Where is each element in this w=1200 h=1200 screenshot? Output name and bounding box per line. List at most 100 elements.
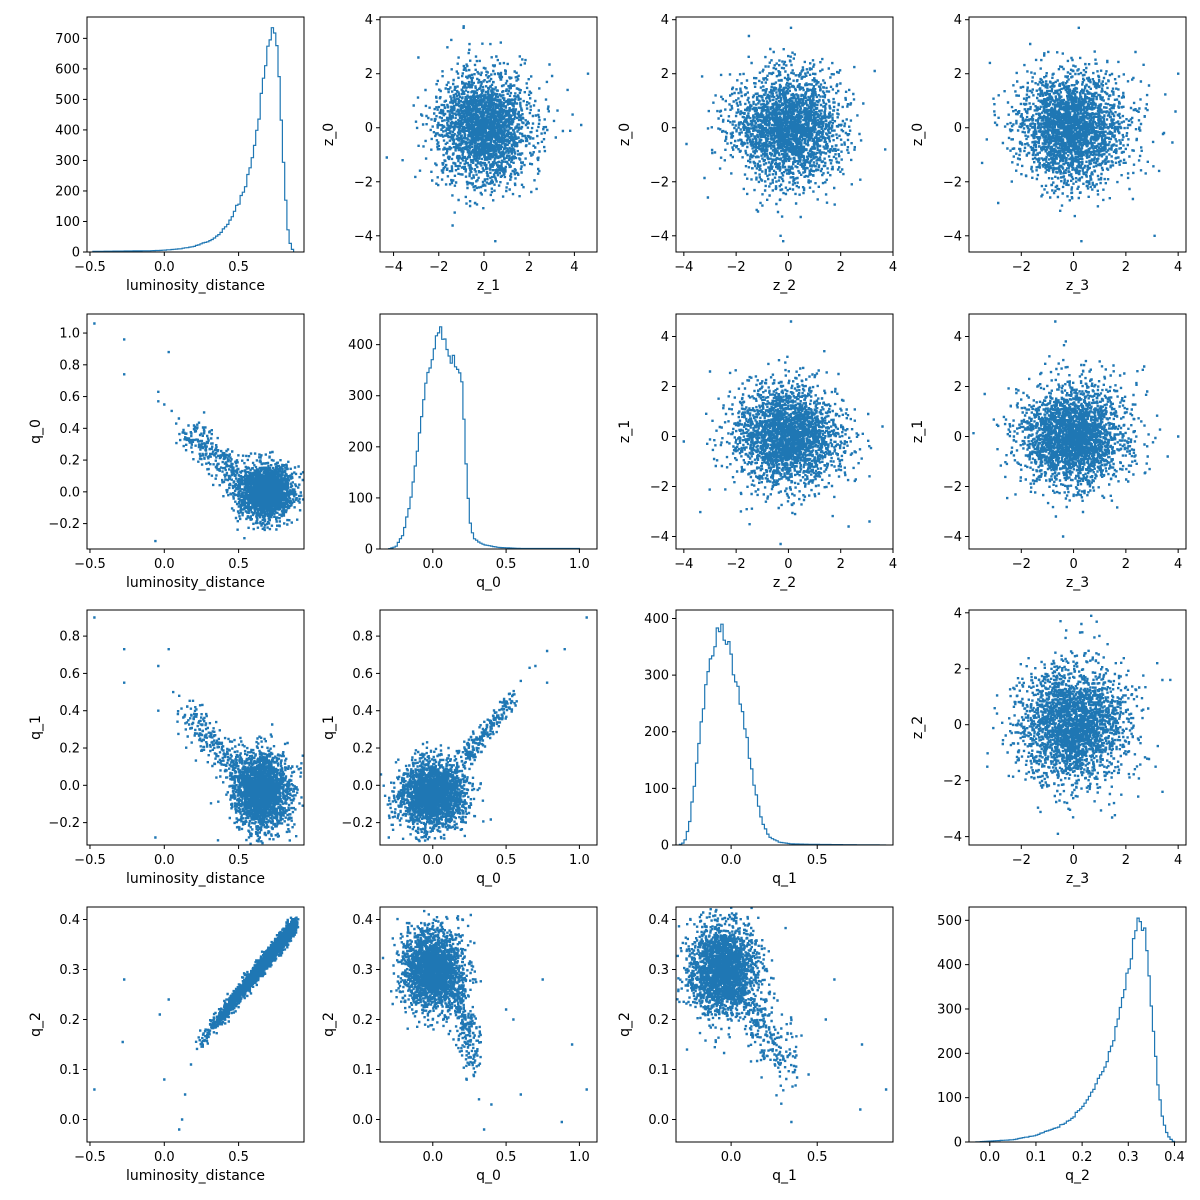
y-tick-label: 700 — [55, 32, 80, 47]
y-tick-label: 4 — [954, 13, 962, 28]
x-tick-label: 0.0 — [422, 557, 443, 572]
subplot-2-0: −0.5 0.0 0.5 −0.2 0.0 0.2 0.4 0.6 0.8 luminosity_… — [28, 609, 305, 887]
y-tick-label: 0.1 — [352, 1063, 373, 1078]
scatter-points — [676, 907, 888, 1124]
x-tick-label: 0.5 — [228, 1150, 249, 1165]
y-tick-label: 400 — [55, 123, 80, 138]
x-tick-label: 0.4 — [1164, 1150, 1185, 1165]
histogram-step-line — [388, 326, 580, 549]
y-tick-label: 100 — [348, 491, 373, 506]
y-tick-label: 0 — [954, 121, 962, 136]
y-tick-label: 0 — [661, 430, 669, 445]
scatter-points — [93, 616, 304, 845]
y-tick-label: 0 — [954, 430, 962, 445]
x-tick-label: 0.5 — [807, 853, 828, 868]
y-tick-label: 0.3 — [352, 963, 373, 978]
y-tick-label: 300 — [937, 1002, 962, 1017]
x-tick-label: 0.0 — [154, 557, 175, 572]
x-axis-label: q_2 — [1065, 1168, 1090, 1184]
plot-area — [380, 616, 588, 843]
x-tick-label: −0.5 — [74, 1150, 106, 1165]
x-tick-label: −2 — [727, 260, 746, 275]
histogram-step-line — [92, 27, 295, 252]
y-axis-label: q_2 — [321, 1012, 337, 1037]
plot-area — [685, 26, 887, 243]
y-tick-label: 400 — [937, 958, 962, 973]
plot-area — [980, 26, 1180, 243]
y-tick-label: 0.4 — [352, 704, 373, 719]
axes-frame — [968, 16, 1187, 253]
y-tick-label: 0.6 — [352, 667, 373, 682]
y-tick-label: 500 — [55, 93, 80, 108]
plot-area — [676, 907, 888, 1124]
y-tick-label: −0.2 — [48, 517, 80, 532]
subplot-2-2: 0.0 0.5 0 100 200 300 400 q_1 — [644, 609, 894, 887]
y-tick-label: 0 — [661, 839, 669, 854]
x-tick-label: 4 — [1174, 260, 1182, 275]
subplot-2-1: 0.0 0.5 1.0 −0.2 0.0 0.2 0.4 0.6 0.8 q_0 q_1 — [321, 609, 598, 887]
y-tick-label: 0.8 — [59, 630, 80, 645]
x-tick-label: 2 — [1122, 853, 1130, 868]
histogram-step-line — [975, 917, 1176, 1142]
y-tick-label: −2 — [650, 175, 669, 190]
y-axis-label: z_1 — [910, 420, 926, 443]
axes-frame — [379, 609, 598, 846]
y-tick-label: 4 — [661, 330, 669, 345]
x-tick-label: 0.5 — [228, 557, 249, 572]
x-tick-label: 0.0 — [721, 853, 742, 868]
x-tick-label: 2 — [837, 557, 845, 572]
x-tick-label: −4 — [674, 260, 693, 275]
x-tick-label: 0 — [1069, 260, 1077, 275]
y-tick-label: 4 — [365, 13, 373, 28]
y-tick-label: −4 — [650, 229, 669, 244]
x-tick-label: 0 — [480, 260, 488, 275]
y-tick-label: 200 — [348, 440, 373, 455]
y-tick-label: 0 — [365, 543, 373, 558]
x-tick-label: −2 — [1012, 260, 1031, 275]
y-tick-label: 0.6 — [59, 667, 80, 682]
y-tick-label: 0.4 — [59, 913, 80, 928]
plot-area — [381, 909, 588, 1131]
y-tick-label: 0.0 — [648, 1113, 669, 1128]
y-tick-label: 0.4 — [352, 913, 373, 928]
x-axis-label: luminosity_distance — [126, 1168, 265, 1184]
axes-frame — [968, 609, 1187, 846]
x-tick-label: 0.1 — [1026, 1150, 1047, 1165]
y-tick-label: 2 — [954, 380, 962, 395]
x-axis-label: z_2 — [773, 278, 796, 294]
y-axis-label: z_0 — [321, 123, 337, 146]
y-tick-label: −0.2 — [341, 816, 373, 831]
y-tick-label: 300 — [348, 389, 373, 404]
y-tick-label: −2 — [943, 480, 962, 495]
x-tick-label: −2 — [727, 557, 746, 572]
x-tick-label: 2 — [1122, 557, 1130, 572]
plot-area — [678, 623, 887, 845]
x-tick-label: 0.0 — [154, 1150, 175, 1165]
y-tick-label: −4 — [354, 229, 373, 244]
y-tick-label: 0 — [365, 121, 373, 136]
plot-area — [92, 27, 295, 252]
scatter-points — [986, 614, 1172, 835]
x-tick-label: 0.5 — [807, 1150, 828, 1165]
y-tick-label: 100 — [937, 1091, 962, 1106]
x-axis-label: z_1 — [477, 278, 500, 294]
x-axis-label: luminosity_distance — [126, 278, 265, 294]
x-tick-label: 0.5 — [496, 853, 517, 868]
axes-frame — [379, 906, 598, 1143]
x-tick-label: 0 — [784, 557, 792, 572]
y-tick-label: 0.0 — [59, 1113, 80, 1128]
y-tick-label: 100 — [55, 215, 80, 230]
y-tick-label: 0.0 — [59, 485, 80, 500]
x-tick-label: −2 — [1012, 557, 1031, 572]
y-tick-label: 4 — [954, 330, 962, 345]
plot-area — [385, 25, 590, 243]
x-tick-label: 0.5 — [496, 1150, 517, 1165]
histogram-step-line — [678, 623, 887, 845]
x-tick-label: 0.5 — [496, 557, 517, 572]
plot-area — [682, 320, 884, 546]
axes-frame — [675, 609, 894, 846]
x-tick-label: 2 — [1122, 260, 1130, 275]
y-tick-label: 2 — [661, 380, 669, 395]
plot-area — [388, 326, 580, 549]
